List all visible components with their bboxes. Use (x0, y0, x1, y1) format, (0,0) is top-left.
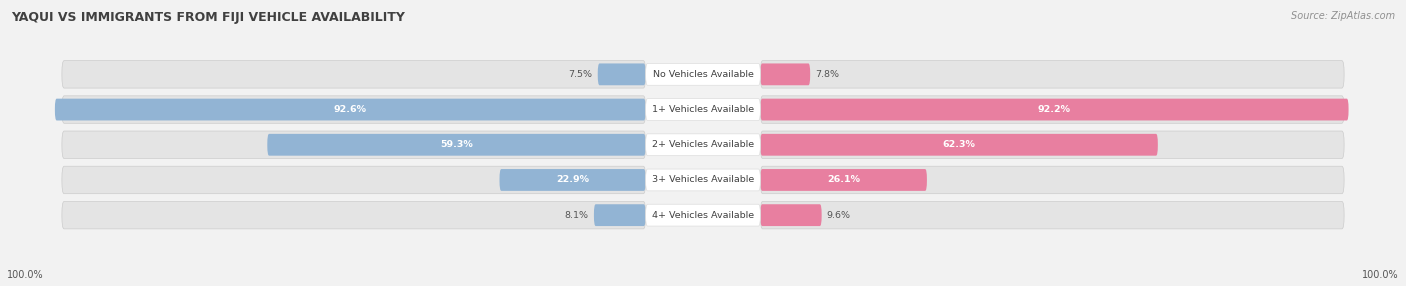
FancyBboxPatch shape (761, 169, 927, 191)
FancyBboxPatch shape (761, 99, 1348, 120)
FancyBboxPatch shape (761, 96, 1344, 123)
Text: 59.3%: 59.3% (440, 140, 472, 149)
Text: 100.0%: 100.0% (1362, 270, 1399, 280)
FancyBboxPatch shape (645, 99, 761, 120)
Text: YAQUI VS IMMIGRANTS FROM FIJI VEHICLE AVAILABILITY: YAQUI VS IMMIGRANTS FROM FIJI VEHICLE AV… (11, 11, 405, 24)
Text: Source: ZipAtlas.com: Source: ZipAtlas.com (1291, 11, 1395, 21)
Text: 2+ Vehicles Available: 2+ Vehicles Available (652, 140, 754, 149)
FancyBboxPatch shape (645, 63, 761, 85)
FancyBboxPatch shape (267, 134, 645, 156)
FancyBboxPatch shape (55, 99, 645, 120)
Text: 100.0%: 100.0% (7, 270, 44, 280)
Text: 92.6%: 92.6% (333, 105, 367, 114)
Text: 92.2%: 92.2% (1038, 105, 1071, 114)
FancyBboxPatch shape (761, 201, 1344, 229)
FancyBboxPatch shape (62, 96, 645, 123)
Text: 3+ Vehicles Available: 3+ Vehicles Available (652, 175, 754, 184)
FancyBboxPatch shape (645, 169, 761, 191)
Text: 9.6%: 9.6% (827, 211, 851, 220)
Text: No Vehicles Available: No Vehicles Available (652, 70, 754, 79)
FancyBboxPatch shape (593, 204, 645, 226)
Text: 4+ Vehicles Available: 4+ Vehicles Available (652, 211, 754, 220)
FancyBboxPatch shape (761, 204, 821, 226)
FancyBboxPatch shape (645, 134, 761, 156)
Text: 62.3%: 62.3% (942, 140, 976, 149)
Text: 1+ Vehicles Available: 1+ Vehicles Available (652, 105, 754, 114)
FancyBboxPatch shape (761, 166, 1344, 194)
Text: 22.9%: 22.9% (555, 175, 589, 184)
Text: 8.1%: 8.1% (565, 211, 589, 220)
Text: 7.8%: 7.8% (815, 70, 839, 79)
FancyBboxPatch shape (499, 169, 645, 191)
FancyBboxPatch shape (761, 134, 1157, 156)
Text: 7.5%: 7.5% (568, 70, 593, 79)
FancyBboxPatch shape (62, 131, 645, 158)
FancyBboxPatch shape (761, 131, 1344, 158)
FancyBboxPatch shape (62, 166, 645, 194)
FancyBboxPatch shape (598, 63, 645, 85)
FancyBboxPatch shape (761, 63, 810, 85)
FancyBboxPatch shape (62, 201, 645, 229)
FancyBboxPatch shape (645, 204, 761, 226)
Text: 26.1%: 26.1% (827, 175, 860, 184)
FancyBboxPatch shape (62, 61, 645, 88)
FancyBboxPatch shape (761, 61, 1344, 88)
